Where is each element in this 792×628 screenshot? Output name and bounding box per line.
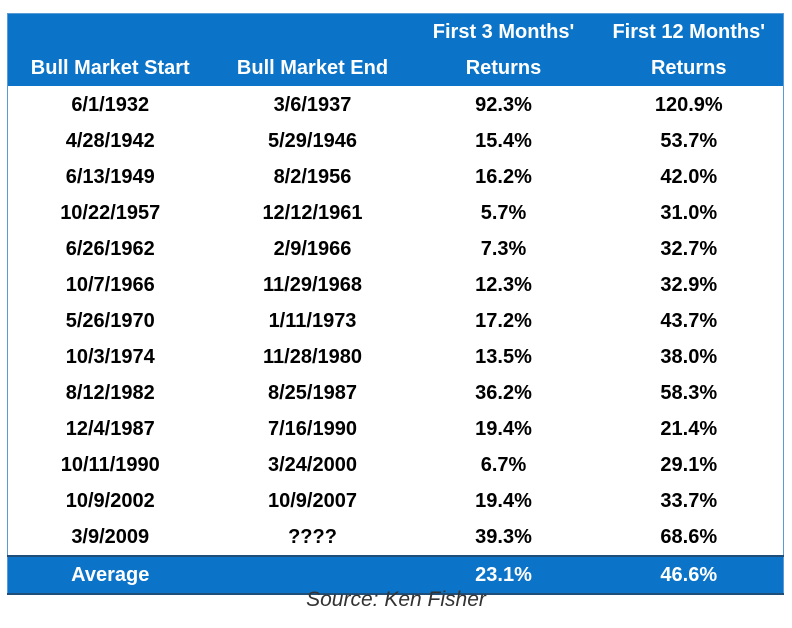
col-header-start: Bull Market Start xyxy=(7,50,213,86)
table-row: 10/7/1966 11/29/1968 12.3% 32.9% xyxy=(8,267,784,303)
table-row: 10/22/1957 12/12/1961 5.7% 31.0% xyxy=(8,195,784,231)
start-date-cell: 8/12/1982 xyxy=(65,382,155,404)
end-date-cell: 10/9/2007 xyxy=(268,490,357,512)
return-12m-cell: 120.9% xyxy=(654,94,723,116)
table-row: 8/12/1982 8/25/1987 36.2% 58.3% xyxy=(8,375,784,411)
return-12m-cell: 42.0% xyxy=(660,166,718,188)
table-row: 5/26/1970 1/11/1973 17.2% 43.7% xyxy=(8,303,784,339)
average-label: Average xyxy=(7,555,213,595)
end-date-cell: 2/9/1966 xyxy=(273,238,352,260)
table-header: First 3 Months' First 12 Months' Bull Ma… xyxy=(7,13,784,86)
average-end-cell xyxy=(212,555,413,595)
end-date-cell: 5/29/1946 xyxy=(268,130,357,152)
col-header-3m-line1: First 3 Months' xyxy=(412,13,595,50)
end-date-cell: 8/2/1956 xyxy=(273,166,352,188)
table-row: 10/3/1974 11/28/1980 13.5% 38.0% xyxy=(8,339,784,375)
return-12m-cell: 21.4% xyxy=(660,418,718,440)
header-row-2: Bull Market Start Bull Market End Return… xyxy=(7,50,784,86)
return-12m-cell: 32.9% xyxy=(660,274,718,296)
average-3m-return: 23.1% xyxy=(412,555,595,595)
return-3m-cell: 36.2% xyxy=(475,382,532,404)
end-date-cell: 7/16/1990 xyxy=(268,418,357,440)
col-header-3m: Returns xyxy=(412,50,595,86)
table-row: 6/13/1949 8/2/1956 16.2% 42.0% xyxy=(8,159,784,195)
return-3m-cell: 92.3% xyxy=(475,94,532,116)
start-date-cell: 3/9/2009 xyxy=(71,526,150,548)
table-row: 6/26/1962 2/9/1966 7.3% 32.7% xyxy=(8,231,784,267)
start-date-cell: 6/13/1949 xyxy=(65,166,155,188)
return-12m-cell: 53.7% xyxy=(660,130,718,152)
return-3m-cell: 19.4% xyxy=(475,490,532,512)
end-date-cell: 12/12/1961 xyxy=(262,202,363,224)
return-3m-cell: 5.7% xyxy=(480,202,527,224)
table-footer: Average 23.1% 46.6% xyxy=(7,555,784,595)
return-12m-cell: 31.0% xyxy=(660,202,718,224)
return-3m-cell: 13.5% xyxy=(475,346,532,368)
start-date-cell: 10/3/1974 xyxy=(65,346,155,368)
end-date-cell: 1/11/1973 xyxy=(268,310,357,332)
start-date-cell: 6/26/1962 xyxy=(65,238,155,260)
return-12m-cell: 68.6% xyxy=(660,526,718,548)
start-date-cell: 10/7/1966 xyxy=(65,274,155,296)
table-row: 6/1/1932 3/6/1937 92.3% 120.9% xyxy=(8,86,784,123)
return-12m-cell: 43.7% xyxy=(660,310,718,332)
return-3m-cell: 12.3% xyxy=(475,274,532,296)
col-header-end-line1 xyxy=(212,13,413,50)
return-3m-cell: 15.4% xyxy=(475,130,532,152)
average-12m-return: 46.6% xyxy=(594,555,784,595)
returns-table-container: First 3 Months' First 12 Months' Bull Ma… xyxy=(7,13,784,595)
return-3m-cell: 17.2% xyxy=(475,310,532,332)
return-3m-cell: 16.2% xyxy=(475,166,532,188)
col-header-12m: Returns xyxy=(594,50,784,86)
table-row: 10/9/2002 10/9/2007 19.4% 33.7% xyxy=(8,483,784,519)
return-12m-cell: 38.0% xyxy=(660,346,718,368)
return-12m-cell: 33.7% xyxy=(660,490,718,512)
table-row: 12/4/1987 7/16/1990 19.4% 21.4% xyxy=(8,411,784,447)
start-date-cell: 6/1/1932 xyxy=(71,94,150,116)
table-row: 3/9/2009???? 39.3% 68.6% xyxy=(8,519,784,556)
start-date-cell: 10/22/1957 xyxy=(60,202,161,224)
col-header-start-line1 xyxy=(7,13,213,50)
return-12m-cell: 29.1% xyxy=(660,454,718,476)
average-row: Average 23.1% 46.6% xyxy=(7,555,784,595)
end-date-cell: 8/25/1987 xyxy=(268,382,357,404)
start-date-cell: 10/9/2002 xyxy=(65,490,155,512)
return-3m-cell: 19.4% xyxy=(475,418,532,440)
end-date-cell: 3/24/2000 xyxy=(268,454,357,476)
end-date-cell: 11/29/1968 xyxy=(263,274,362,296)
return-12m-cell: 32.7% xyxy=(660,238,718,260)
start-date-cell: 5/26/1970 xyxy=(65,310,155,332)
table-body: 6/1/1932 3/6/1937 92.3% 120.9% 4/28/1942 5/29… xyxy=(8,86,784,556)
header-row-1: First 3 Months' First 12 Months' xyxy=(7,13,784,50)
source-caption: Source: Ken Fisher xyxy=(306,588,486,611)
return-3m-cell: 7.3% xyxy=(480,238,527,260)
return-12m-cell: 58.3% xyxy=(660,382,718,404)
start-date-cell: 4/28/1942 xyxy=(65,130,155,152)
start-date-cell: 12/4/1987 xyxy=(65,418,155,440)
table-row: 4/28/1942 5/29/1946 15.4% 53.7% xyxy=(8,123,784,159)
end-date-cell: 11/28/1980 xyxy=(263,346,362,368)
col-header-end: Bull Market End xyxy=(212,50,413,86)
end-date-cell: 3/6/1937 xyxy=(273,94,352,116)
end-date-cell: ???? xyxy=(288,526,337,548)
return-3m-cell: 39.3% xyxy=(475,526,532,548)
bull-market-returns-table: First 3 Months' First 12 Months' Bull Ma… xyxy=(7,13,784,595)
return-3m-cell: 6.7% xyxy=(480,454,527,476)
start-date-cell: 10/11/1990 xyxy=(60,454,160,476)
col-header-12m-line1: First 12 Months' xyxy=(594,13,784,50)
table-row: 10/11/1990 3/24/2000 6.7% 29.1% xyxy=(8,447,784,483)
